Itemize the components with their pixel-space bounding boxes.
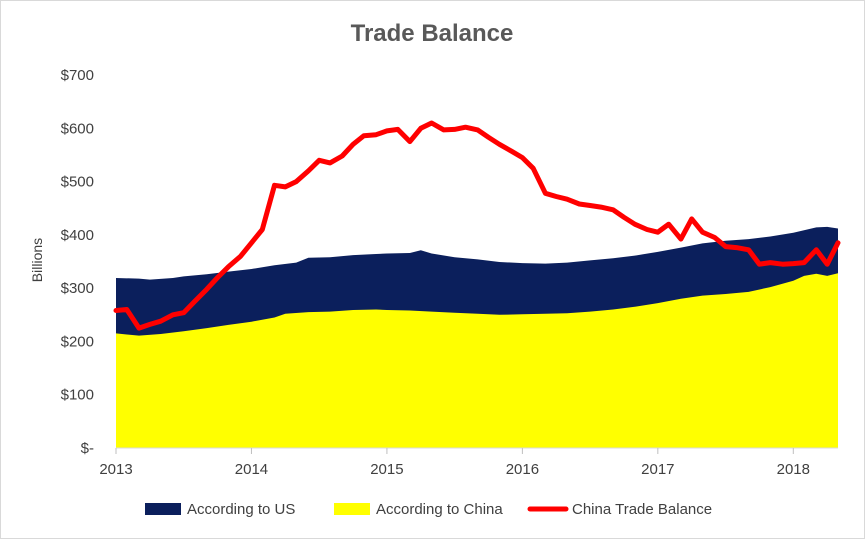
x-tick-label: 2014 [235, 461, 268, 478]
axis-layer: $- $100 $200 $300 $400 $500 $600 $700 2013 2014 20… [61, 67, 838, 478]
y-tick-label: $200 [61, 333, 94, 350]
y-tick-label: $300 [61, 280, 94, 297]
series-layer [113, 120, 841, 448]
legend-swatch [145, 503, 181, 515]
x-tick-label: 2015 [370, 461, 403, 478]
y-tick-label: $700 [61, 67, 94, 84]
y-tick-label: $100 [61, 387, 94, 404]
legend-label: China Trade Balance [572, 501, 712, 518]
legend-label: According to US [187, 501, 295, 518]
legend-item-according-to-china: According to China [334, 501, 503, 518]
x-tick-label: 2013 [99, 461, 132, 478]
x-tick-label: 2017 [641, 461, 674, 478]
legend-item-china-trade-balance: China Trade Balance [527, 501, 712, 518]
area-according-to-china [116, 273, 838, 448]
x-tick-label: 2018 [777, 461, 810, 478]
y-tick-label: $500 [61, 174, 94, 191]
x-tick-label: 2016 [506, 461, 539, 478]
y-axis-label: Billions [29, 238, 45, 282]
y-tick-label: $600 [61, 120, 94, 137]
legend-label: According to China [376, 501, 503, 518]
legend: According to US According to China China T… [145, 501, 712, 518]
legend-swatch [334, 503, 370, 515]
y-tick-label: $400 [61, 227, 94, 244]
legend-item-according-to-us: According to US [145, 501, 295, 518]
chart-title: Trade Balance [351, 20, 514, 47]
y-tick-label: $- [81, 440, 94, 457]
line-china-trade-balance [113, 120, 841, 331]
